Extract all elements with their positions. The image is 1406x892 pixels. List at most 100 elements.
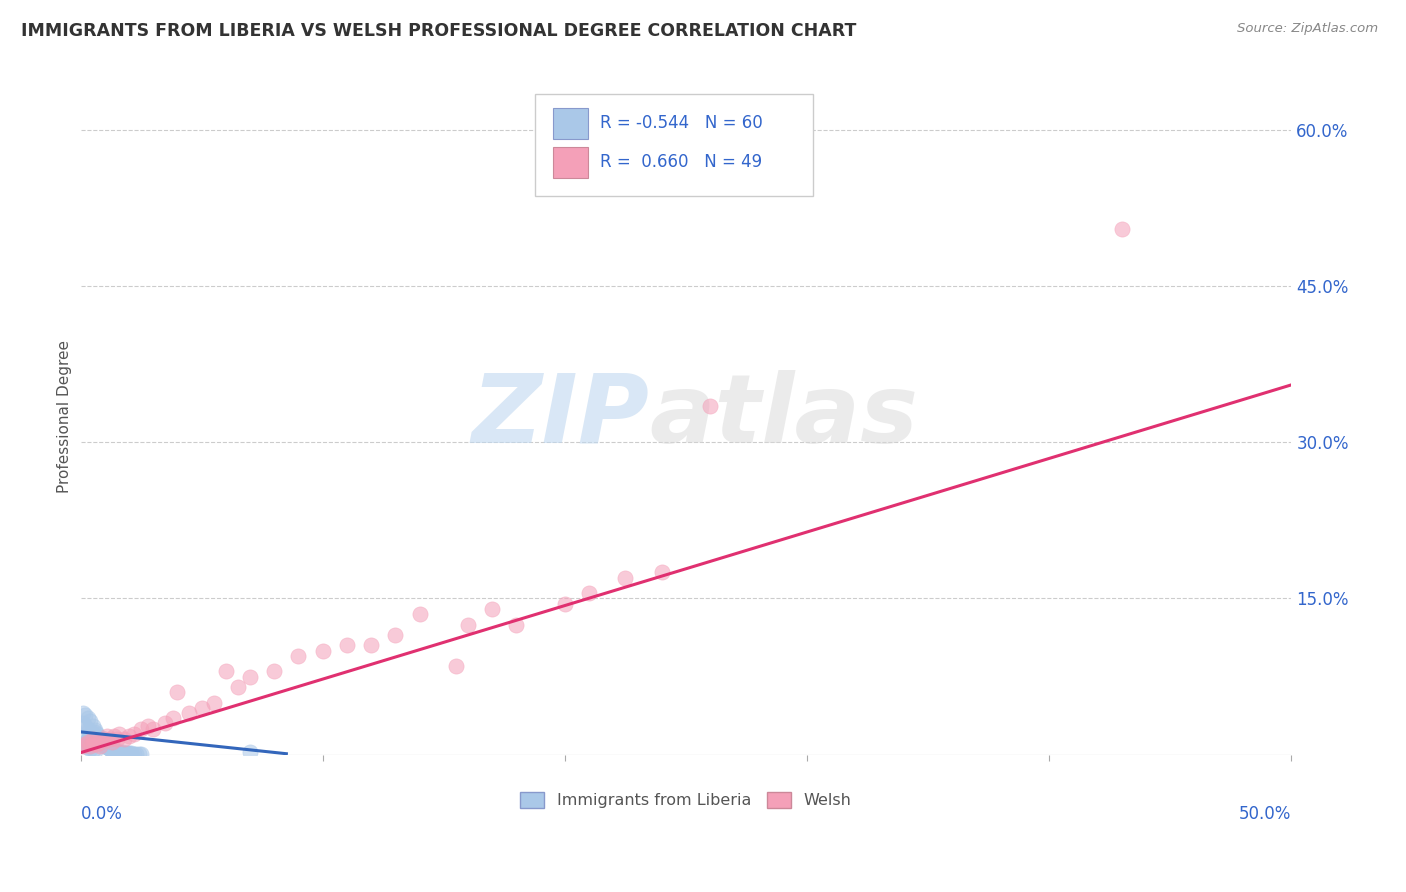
Point bbox=[115, 746, 138, 760]
Point bbox=[101, 735, 124, 749]
Point bbox=[103, 729, 125, 743]
Point bbox=[89, 732, 111, 747]
Point bbox=[89, 735, 111, 749]
Point bbox=[75, 718, 97, 732]
Point bbox=[444, 659, 467, 673]
Point bbox=[360, 638, 382, 652]
Point bbox=[82, 742, 104, 756]
Point bbox=[86, 737, 108, 751]
Point bbox=[75, 737, 97, 751]
Point bbox=[72, 716, 94, 731]
Point bbox=[75, 739, 97, 754]
FancyBboxPatch shape bbox=[534, 95, 813, 196]
Point bbox=[408, 607, 430, 621]
Point bbox=[93, 737, 115, 751]
Point bbox=[239, 670, 262, 684]
Point bbox=[84, 723, 107, 737]
Point bbox=[98, 732, 121, 747]
Point bbox=[72, 737, 94, 751]
Point bbox=[91, 735, 114, 749]
Point bbox=[111, 746, 134, 760]
Point bbox=[82, 718, 104, 732]
Point bbox=[103, 743, 125, 757]
Point bbox=[75, 735, 97, 749]
Point bbox=[699, 399, 721, 413]
Point bbox=[336, 638, 359, 652]
Point bbox=[86, 729, 108, 743]
Point bbox=[93, 732, 115, 747]
Point bbox=[82, 729, 104, 743]
Point bbox=[142, 722, 165, 736]
Text: 50.0%: 50.0% bbox=[1239, 805, 1292, 822]
Point bbox=[263, 665, 285, 679]
Point bbox=[287, 648, 309, 663]
Point bbox=[120, 747, 142, 761]
Point bbox=[312, 643, 335, 657]
Point bbox=[91, 739, 114, 753]
Point bbox=[190, 701, 212, 715]
Point bbox=[118, 729, 141, 743]
Point bbox=[651, 566, 673, 580]
Point bbox=[93, 739, 115, 754]
FancyBboxPatch shape bbox=[553, 146, 588, 178]
Point bbox=[108, 727, 131, 741]
Point bbox=[112, 746, 135, 760]
Point bbox=[79, 741, 101, 756]
Point bbox=[82, 737, 104, 751]
Point bbox=[96, 735, 118, 749]
Point bbox=[614, 571, 637, 585]
Point bbox=[101, 742, 124, 756]
Text: 0.0%: 0.0% bbox=[80, 805, 122, 822]
Point bbox=[91, 731, 114, 745]
Point bbox=[101, 742, 124, 756]
Point bbox=[84, 724, 107, 739]
Point bbox=[79, 714, 101, 729]
Point bbox=[125, 747, 148, 761]
Point bbox=[578, 586, 600, 600]
Point bbox=[122, 747, 145, 761]
Point bbox=[481, 602, 503, 616]
Point bbox=[115, 746, 138, 760]
Point bbox=[155, 716, 177, 731]
Point bbox=[93, 739, 115, 754]
FancyBboxPatch shape bbox=[553, 108, 588, 139]
Point bbox=[76, 732, 98, 747]
Point bbox=[86, 727, 108, 741]
Point bbox=[76, 711, 98, 725]
Point bbox=[384, 628, 406, 642]
Point bbox=[239, 745, 262, 759]
Point bbox=[166, 685, 188, 699]
Point bbox=[84, 735, 107, 749]
Point bbox=[118, 746, 141, 760]
Point bbox=[84, 743, 107, 757]
Point bbox=[162, 711, 184, 725]
Text: R = -0.544   N = 60: R = -0.544 N = 60 bbox=[600, 114, 763, 133]
Text: ZIP: ZIP bbox=[472, 369, 650, 463]
Point bbox=[98, 741, 121, 756]
Point bbox=[79, 739, 101, 754]
Point bbox=[76, 722, 98, 736]
Y-axis label: Professional Degree: Professional Degree bbox=[58, 340, 72, 492]
Text: IMMIGRANTS FROM LIBERIA VS WELSH PROFESSIONAL DEGREE CORRELATION CHART: IMMIGRANTS FROM LIBERIA VS WELSH PROFESS… bbox=[21, 22, 856, 40]
Point bbox=[76, 724, 98, 739]
Point bbox=[111, 745, 134, 759]
Point bbox=[98, 741, 121, 756]
Point bbox=[96, 729, 118, 743]
Point bbox=[89, 736, 111, 750]
Point bbox=[72, 706, 94, 720]
Point bbox=[457, 617, 479, 632]
Text: atlas: atlas bbox=[650, 369, 918, 463]
Point bbox=[122, 727, 145, 741]
Point bbox=[215, 665, 238, 679]
Point bbox=[129, 722, 152, 736]
Point bbox=[202, 696, 225, 710]
Point bbox=[82, 727, 104, 741]
Point bbox=[179, 706, 201, 720]
Legend: Immigrants from Liberia, Welsh: Immigrants from Liberia, Welsh bbox=[513, 785, 858, 814]
Text: R =  0.660   N = 49: R = 0.660 N = 49 bbox=[600, 153, 762, 171]
Point bbox=[89, 739, 111, 754]
Point bbox=[79, 727, 101, 741]
Point bbox=[96, 740, 118, 755]
Point bbox=[84, 732, 107, 747]
Point bbox=[96, 740, 118, 755]
